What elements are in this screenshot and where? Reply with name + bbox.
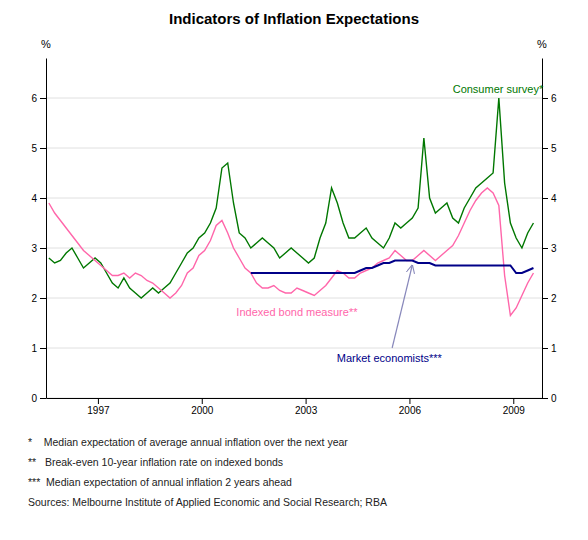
x-axis: 1997 2000 2003 2006 2009	[47, 398, 543, 416]
annotations: Consumer survey* Indexed bond measure** Ma…	[236, 83, 544, 364]
grid-line	[46, 198, 542, 199]
x-axis-tick: 2006	[399, 398, 422, 416]
y-axis-tick: 0	[31, 393, 46, 404]
x-axis-tick-mark	[98, 398, 99, 404]
y2-axis-tick-label: 1	[551, 343, 557, 354]
y2-axis: 0 1 2 3 4 5 6	[542, 59, 557, 404]
annotation: Indexed bond measure**	[236, 306, 358, 318]
x-axis-tick: 2003	[295, 398, 318, 416]
grid-line	[46, 298, 542, 299]
y-axis-tick: 6	[31, 93, 46, 104]
y2-axis-tick-mark	[542, 148, 548, 149]
series-line	[49, 188, 534, 316]
y2-axis-title: %	[537, 38, 547, 50]
y-axis-tick-mark	[40, 198, 46, 199]
x-axis-tick: 1997	[87, 398, 110, 416]
y2-axis-tick-mark	[542, 198, 548, 199]
x-axis-tick: 2000	[191, 398, 214, 416]
y-axis-tick: 5	[31, 143, 46, 154]
y2-axis-tick-label: 5	[551, 143, 557, 154]
grid-line	[46, 98, 542, 99]
footnote: ** Break-even 10-year inflation rate on …	[28, 456, 283, 468]
lines	[49, 98, 534, 316]
y2-axis-tick: 4	[542, 193, 557, 204]
y2-axis-tick: 0	[542, 393, 557, 404]
x-axis-tick-mark	[513, 398, 514, 404]
y-axis-tick-label: 1	[31, 343, 37, 354]
series-line	[251, 261, 534, 274]
y2-axis-tick: 2	[542, 293, 557, 304]
series-line	[49, 98, 534, 298]
plot: 1997 2000 2003 2006 2009 0 1 2 3 4 5 6 0 1 2 3 4 5 6%% Cons…	[31, 38, 557, 416]
y-axis-tick: 2	[31, 293, 46, 304]
y-axis-tick-label: 6	[31, 93, 37, 104]
x-axis-tick-label: 1997	[87, 405, 110, 416]
y2-axis-tick-mark	[542, 398, 548, 399]
x-axis-tick-mark	[409, 398, 410, 404]
footnote: * Median expectation of average annual i…	[28, 436, 348, 448]
footnotes: * Median expectation of average annual i…	[28, 436, 387, 508]
y-axis: 0 1 2 3 4 5 6	[31, 59, 46, 404]
y-axis-tick-mark	[40, 248, 46, 249]
y-axis-tick: 4	[31, 193, 46, 204]
y-axis-tick-mark	[40, 348, 46, 349]
y2-axis-tick-mark	[542, 348, 548, 349]
title: Indicators of Inflation Expectations	[169, 10, 419, 27]
y-axis-tick-mark	[40, 148, 46, 149]
y-axis-tick-label: 5	[31, 143, 37, 154]
footnote: Sources: Melbourne Institute of Applied …	[28, 496, 387, 508]
y-axis-tick-label: 4	[31, 193, 37, 204]
y2-axis-tick: 5	[542, 143, 557, 154]
x-axis-tick: 2009	[503, 398, 526, 416]
y2-axis-tick-label: 6	[551, 93, 557, 104]
y-axis-tick-label: 3	[31, 243, 37, 254]
grid-line	[46, 148, 542, 149]
grid-line	[46, 248, 542, 249]
y2-axis-tick: 6	[542, 93, 557, 104]
y-axis-tick: 1	[31, 343, 46, 354]
y-axis-tick-label: 2	[31, 293, 37, 304]
y2-axis-tick: 3	[542, 243, 557, 254]
y2-axis-tick: 1	[542, 343, 557, 354]
grid	[46, 98, 542, 398]
y2-axis-tick-label: 0	[551, 393, 557, 404]
y2-axis-tick-label: 4	[551, 193, 557, 204]
y-axis-line	[46, 59, 47, 399]
footnote: *** Median expectation of annual inflati…	[28, 476, 292, 488]
y-axis-tick-mark	[40, 98, 46, 99]
x-axis-tick-label: 2009	[503, 405, 526, 416]
y2-axis-tick-mark	[542, 98, 548, 99]
chart: 1997 2000 2003 2006 2009 0 1 2 3 4 5 6 0 1 2 3 4 5 6%% Cons…	[0, 0, 588, 540]
y-axis-tick-mark	[40, 398, 46, 399]
y2-axis-tick-label: 2	[551, 293, 557, 304]
y2-axis-tick-mark	[542, 248, 548, 249]
x-axis-tick-label: 2000	[191, 405, 214, 416]
x-axis-tick-mark	[202, 398, 203, 404]
annotation: Market economists***	[337, 352, 443, 364]
y2-axis-line	[542, 59, 543, 399]
x-axis-tick-mark	[306, 398, 307, 404]
y2-axis-tick-mark	[542, 298, 548, 299]
annotation: Consumer survey*	[453, 83, 544, 95]
x-axis-tick-label: 2006	[399, 405, 422, 416]
y2-axis-tick-label: 3	[551, 243, 557, 254]
y-axis-tick: 3	[31, 243, 46, 254]
grid-line	[46, 348, 542, 349]
x-axis-line	[47, 398, 543, 399]
y-axis-tick-mark	[40, 298, 46, 299]
annotation-arrow	[392, 266, 412, 349]
y-axis-tick-label: 0	[31, 393, 37, 404]
y-axis-title: %	[41, 38, 51, 50]
grid-line	[46, 398, 542, 399]
x-axis-tick-label: 2003	[295, 405, 318, 416]
